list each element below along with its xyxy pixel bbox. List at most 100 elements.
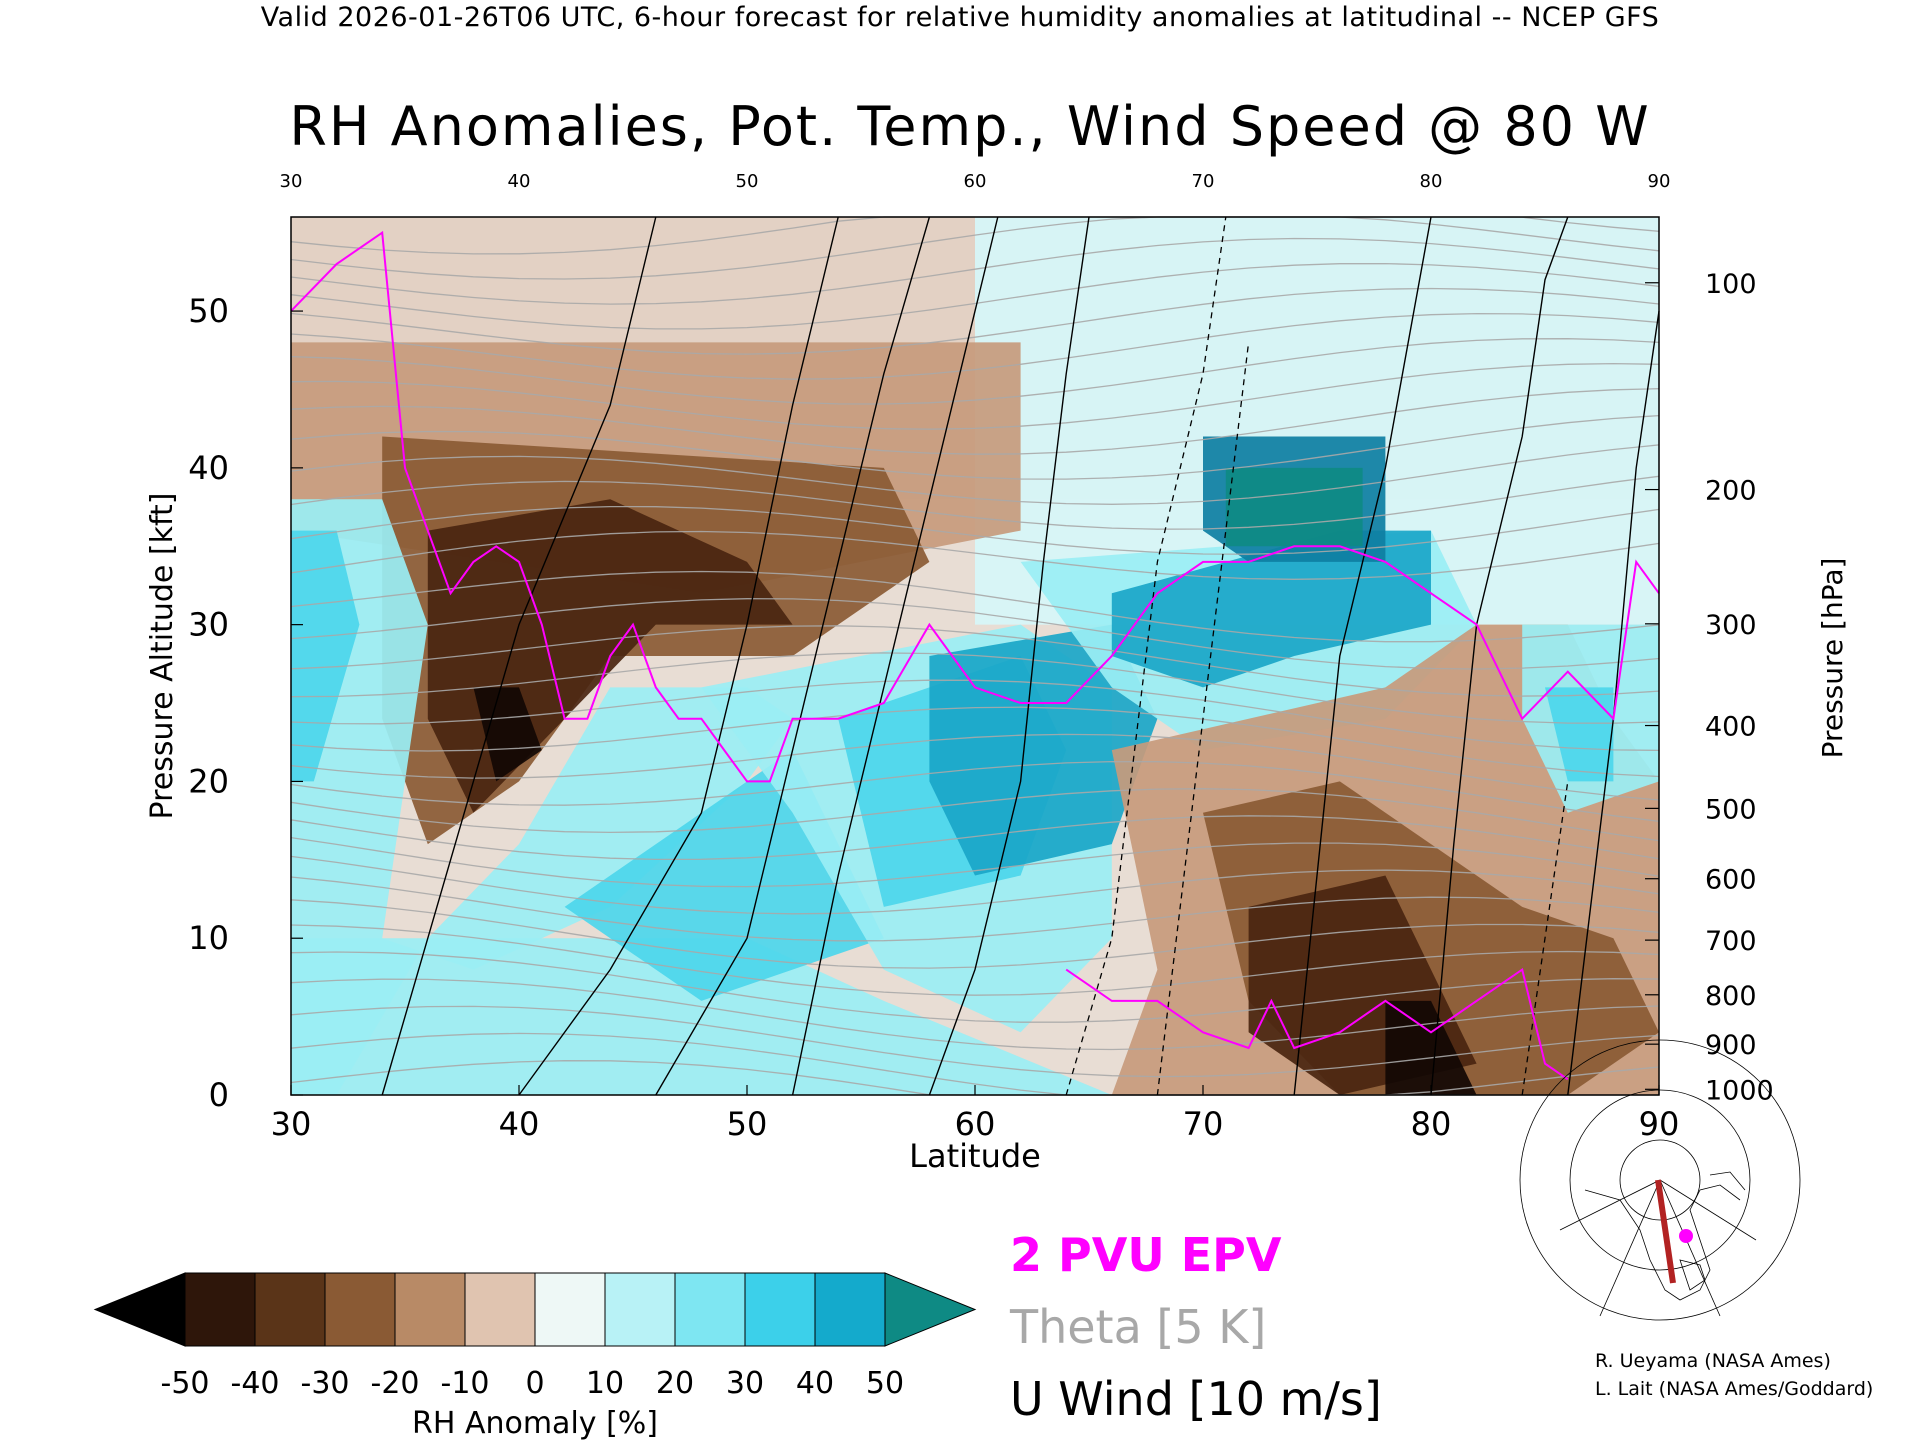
u-wind-contours xyxy=(381,216,1660,1096)
colorbar-tick-label-3: -20 xyxy=(371,1366,420,1401)
chart-title: RH Anomalies, Pot. Temp., Wind Speed @ 8… xyxy=(289,95,1650,158)
hpa-tick-label-400: 400 xyxy=(1705,712,1757,743)
colorbar-low-arrow xyxy=(93,1272,186,1347)
credit-line-2: L. Lait (NASA Ames/Goddard) xyxy=(1595,1378,1874,1400)
theta-contour-29 xyxy=(290,287,1660,355)
x-top-tick-label-70: 70 xyxy=(1192,171,1215,192)
y-tick-label-30: 30 xyxy=(188,606,229,644)
y-tick-label-50: 50 xyxy=(188,292,229,330)
x-top-tick-label-50: 50 xyxy=(736,171,759,192)
location-marker xyxy=(1679,1229,1693,1243)
x-top-tick-label-60: 60 xyxy=(964,171,987,192)
hpa-tick-label-800: 800 xyxy=(1705,981,1757,1012)
legend-epv: 2 PVU EPV xyxy=(1010,1228,1282,1282)
theta-contour-28 xyxy=(290,312,1660,380)
colorbar-tick-label-0: -50 xyxy=(161,1366,210,1401)
theta-contour-18 xyxy=(290,598,1660,670)
y-axis-label-right: Pressure [hPa] xyxy=(1816,558,1849,759)
x-tick-label-50: 50 xyxy=(727,1105,768,1143)
colorbar-tick-label-9: 40 xyxy=(796,1366,834,1401)
y-tick-label-10: 10 xyxy=(188,919,229,957)
x-axis-label: Latitude xyxy=(909,1137,1041,1175)
colorbar-tick-label-8: 30 xyxy=(726,1366,764,1401)
theta-contour-21 xyxy=(290,505,1660,555)
u-wind-contour-4 xyxy=(928,216,1090,1096)
colorbar-bin-1 xyxy=(254,1272,326,1347)
rh-region-20 xyxy=(1385,1000,1477,1095)
hpa-tick-label-900: 900 xyxy=(1705,1030,1757,1061)
rh-region-1 xyxy=(975,217,1659,625)
inset-map xyxy=(1519,1039,1801,1321)
hpa-tick-label-700: 700 xyxy=(1705,926,1757,957)
cross-section-line xyxy=(1655,1179,1676,1284)
theta-contour-27 xyxy=(290,338,1660,405)
colorbar-bin-2 xyxy=(324,1272,396,1347)
y-tick-label-0: 0 xyxy=(209,1076,229,1114)
theta-contour-7 xyxy=(290,876,1660,942)
x-top-tick-label-40: 40 xyxy=(508,171,531,192)
x-tick-label-30: 30 xyxy=(271,1105,312,1143)
epv-contour-low xyxy=(1065,967,1569,1081)
rh-region-5 xyxy=(473,687,542,782)
u-wind-negative-contour-1 xyxy=(1156,342,1250,1096)
colorbar-bin-5 xyxy=(534,1272,606,1347)
hpa-tick-label-500: 500 xyxy=(1705,794,1757,825)
hpa-tick-label-600: 600 xyxy=(1705,865,1757,896)
u-wind-contour-5 xyxy=(1293,216,1432,1096)
x-tick-label-70: 70 xyxy=(1183,1105,1224,1143)
rh-region-22 xyxy=(1545,687,1614,782)
colorbar-high-arrow xyxy=(884,1272,977,1347)
colorbar-label: RH Anomaly [%] xyxy=(412,1406,658,1440)
epv-2pvu-contour xyxy=(290,230,1660,1081)
theta-contour-13 xyxy=(290,733,1660,801)
theta-contour-25 xyxy=(290,388,1660,455)
rh-region-16 xyxy=(1225,467,1363,547)
theta-contour-22 xyxy=(290,475,1660,530)
credit-line-1: R. Ueyama (NASA Ames) xyxy=(1595,1350,1831,1372)
theta-contour-14 xyxy=(290,706,1660,778)
theta-contour-2 xyxy=(290,1005,1660,1078)
theta-contour-9 xyxy=(290,836,1660,888)
hpa-tick-label-300: 300 xyxy=(1705,610,1757,641)
x-top-tick-label-80: 80 xyxy=(1420,171,1443,192)
theta-contour-31 xyxy=(290,237,1660,305)
u-wind-contour-3 xyxy=(791,216,999,1096)
y-tick-label-40: 40 xyxy=(188,449,229,487)
u-wind-contour-6 xyxy=(1430,216,1569,1096)
legend-theta: Theta [5 K] xyxy=(1010,1300,1267,1354)
theta-contour-3 xyxy=(290,978,1660,1051)
u-wind-negative-contour-2 xyxy=(1521,781,1569,1096)
epv-contour-main xyxy=(290,230,1660,783)
theta-contour-32 xyxy=(290,216,1660,280)
u-wind-negative-contour-0 xyxy=(1065,216,1227,1096)
theta-contour-19 xyxy=(290,570,1660,643)
theta-contour-16 xyxy=(290,652,1660,724)
colorbar-tick-label-6: 10 xyxy=(586,1366,624,1401)
colorbar-bin-7 xyxy=(674,1272,746,1347)
theta-contour-8 xyxy=(290,855,1660,915)
colorbar-bin-8 xyxy=(744,1272,816,1347)
y-tick-label-20: 20 xyxy=(188,762,229,800)
axes: 3030404050506060707080809090010203040501… xyxy=(188,171,1773,1143)
y-axis-label-left: Pressure Altitude [kft] xyxy=(145,493,180,820)
u-wind-contour-2 xyxy=(655,216,931,1096)
rh-region-14 xyxy=(1111,530,1431,688)
colorbar-bin-6 xyxy=(604,1272,676,1347)
colorbar-tick-label-2: -30 xyxy=(301,1366,350,1401)
x-tick-label-90: 90 xyxy=(1639,1105,1680,1143)
theta-contour-10 xyxy=(290,815,1660,861)
colorbar-tick-label-5: 0 xyxy=(525,1366,544,1401)
colorbar-bin-4 xyxy=(464,1272,536,1347)
header-valid-line: Valid 2026-01-26T06 UTC, 6-hour forecast… xyxy=(260,2,1660,33)
colorbar-bin-0 xyxy=(184,1272,256,1347)
colorbar: -50 -40 -30 -20 -10 0 10 20 30 40 50 xyxy=(93,1272,977,1401)
colorbar-tick-label-7: 20 xyxy=(656,1366,694,1401)
colorbar-tick-label-4: -10 xyxy=(441,1366,490,1401)
hpa-tick-label-1000: 1000 xyxy=(1705,1075,1774,1106)
x-top-tick-label-30: 30 xyxy=(280,171,303,192)
theta-contour-23 xyxy=(290,444,1660,505)
theta-contour-26 xyxy=(290,362,1660,430)
theta-contour-15 xyxy=(290,679,1660,752)
legend-u-wind: U Wind [10 m/s] xyxy=(1010,1372,1382,1426)
